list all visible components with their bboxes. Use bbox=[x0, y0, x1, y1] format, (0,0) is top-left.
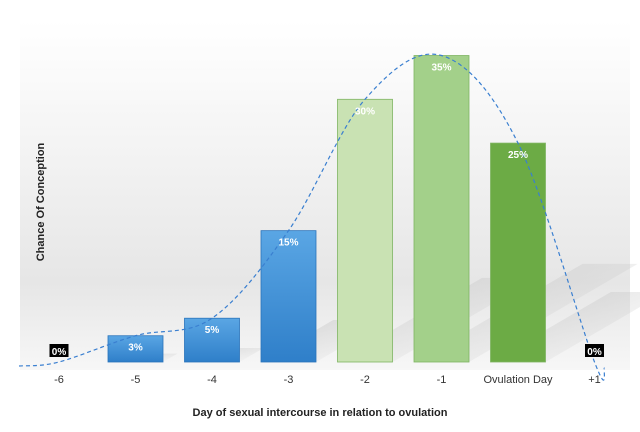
x-tick--6: -6 bbox=[54, 374, 64, 386]
trendline bbox=[18, 53, 606, 381]
data-label-+1: 0% bbox=[587, 347, 602, 358]
data-labels: 0% 3% 5% 15% 30% 35% 25% 0% bbox=[49, 63, 604, 358]
data-label--1: 35% bbox=[431, 63, 451, 74]
x-tick-labels: -6 -5 -4 -3 -2 -1 Ovulation Day +1 bbox=[54, 374, 601, 386]
data-label--4: 5% bbox=[205, 325, 220, 336]
bar-Ovulation Day bbox=[490, 142, 546, 363]
x-axis-title: Day of sexual intercourse in relation to… bbox=[193, 407, 448, 419]
x-tick--4: -4 bbox=[207, 374, 217, 386]
bar--1 bbox=[413, 55, 470, 363]
x-tick-+1: +1 bbox=[588, 374, 601, 386]
zero-label-box bbox=[49, 344, 69, 357]
x-tick-Ovulation Day: Ovulation Day bbox=[483, 374, 553, 386]
data-label--5: 3% bbox=[128, 343, 143, 354]
trendline-curve bbox=[18, 53, 606, 381]
data-label--6: 0% bbox=[52, 347, 67, 358]
x-tick--3: -3 bbox=[284, 374, 294, 386]
data-label--3: 15% bbox=[278, 238, 298, 249]
x-tick--5: -5 bbox=[131, 374, 141, 386]
bar--4 bbox=[184, 317, 240, 363]
data-label-Ovulation Day: 25% bbox=[508, 150, 528, 161]
y-axis-title: Chance Of Conception bbox=[35, 142, 47, 261]
bar--2 bbox=[337, 98, 393, 363]
data-label--2: 30% bbox=[355, 106, 375, 117]
x-tick--2: -2 bbox=[360, 374, 370, 386]
x-tick--1: -1 bbox=[437, 374, 447, 386]
zero-label-box bbox=[585, 344, 604, 357]
bar--5 bbox=[107, 335, 164, 363]
bar--3 bbox=[260, 230, 317, 363]
